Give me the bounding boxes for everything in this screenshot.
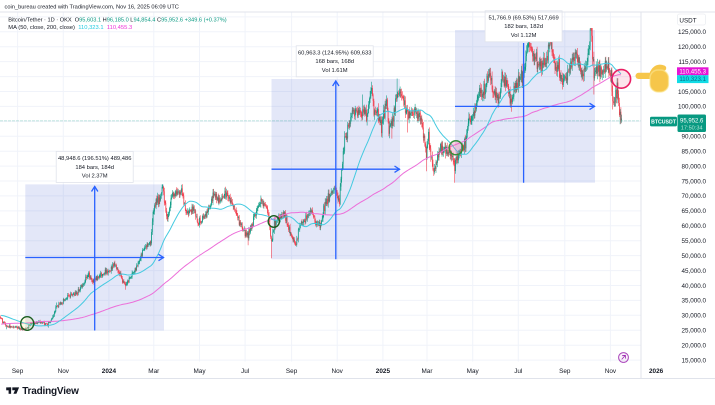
svg-text:coin_bureau created with Tradi: coin_bureau created with TradingView.com… (5, 4, 179, 10)
svg-text:50,000.0: 50,000.0 (681, 253, 706, 260)
svg-text:2025: 2025 (376, 368, 391, 375)
svg-text:Bitcoin/Tether · 1D · OKX O95: Bitcoin/Tether · 1D · OKX O95,603.1 H96,… (8, 18, 226, 24)
svg-text:20,000.0: 20,000.0 (681, 343, 706, 350)
svg-text:May: May (193, 368, 206, 375)
svg-text:Mar: Mar (148, 368, 160, 375)
svg-text:15,000.0: 15,000.0 (681, 357, 706, 364)
svg-text:May: May (467, 368, 480, 375)
svg-text:Vol 1.61M: Vol 1.61M (322, 68, 348, 74)
svg-text:Sep: Sep (559, 368, 571, 375)
svg-text:80,000.0: 80,000.0 (681, 163, 706, 170)
svg-text:2026: 2026 (649, 368, 664, 375)
svg-text:182 bars, 182d: 182 bars, 182d (504, 24, 543, 30)
svg-text:105,000.0: 105,000.0 (678, 89, 707, 96)
svg-text:TradingView: TradingView (22, 386, 79, 397)
svg-text:Jul: Jul (241, 368, 249, 375)
svg-text:Sep: Sep (286, 368, 298, 375)
svg-text:55,000.0: 55,000.0 (681, 238, 706, 245)
svg-text:45,000.0: 45,000.0 (681, 268, 706, 275)
svg-text:125,000.0: 125,000.0 (678, 29, 707, 36)
svg-text:USDT: USDT (679, 18, 696, 25)
svg-text:115,000.0: 115,000.0 (678, 59, 706, 66)
svg-text:110,323.1: 110,323.1 (679, 76, 706, 83)
svg-text:100,000.0: 100,000.0 (678, 104, 707, 111)
svg-text:51,766.9 (69.53%) 517,669: 51,766.9 (69.53%) 517,669 (488, 15, 558, 21)
svg-text:48,948.6 (196.51%) 489,486: 48,948.6 (196.51%) 489,486 (58, 156, 132, 162)
svg-text:95,952.6: 95,952.6 (680, 118, 704, 124)
svg-text:Nov: Nov (332, 368, 344, 375)
svg-text:120,000.0: 120,000.0 (678, 44, 707, 51)
svg-text:Vol 2.37M: Vol 2.37M (82, 174, 108, 180)
svg-text:Nov: Nov (605, 368, 617, 375)
svg-text:90,000.0: 90,000.0 (681, 134, 706, 141)
svg-text:85,000.0: 85,000.0 (681, 149, 706, 156)
svg-text:17:50:34: 17:50:34 (681, 126, 703, 132)
svg-text:2024: 2024 (102, 368, 117, 375)
svg-text:40,000.0: 40,000.0 (681, 283, 706, 290)
svg-text:60,000.0: 60,000.0 (681, 223, 706, 230)
svg-text:70,000.0: 70,000.0 (681, 193, 706, 200)
svg-text:65,000.0: 65,000.0 (681, 208, 706, 215)
svg-text:75,000.0: 75,000.0 (681, 178, 706, 185)
svg-text:25,000.0: 25,000.0 (681, 328, 706, 335)
svg-text:110,455.3: 110,455.3 (679, 68, 706, 75)
svg-text:BTCUSDT: BTCUSDT (651, 120, 677, 126)
svg-text:168 bars, 168d: 168 bars, 168d (315, 59, 354, 65)
svg-text:Vol 1.12M: Vol 1.12M (511, 33, 537, 39)
svg-text:184 bars, 184d: 184 bars, 184d (75, 165, 114, 171)
svg-text:MA (50, close, 200, close) 11: MA (50, close, 200, close) 110,323.1 110… (8, 25, 132, 31)
svg-text:Mar: Mar (421, 368, 433, 375)
svg-text:Nov: Nov (58, 368, 70, 375)
svg-text:60,963.3 (124.95%) 609,633: 60,963.3 (124.95%) 609,633 (298, 50, 372, 56)
svg-text:Sep: Sep (12, 368, 24, 375)
svg-text:Jul: Jul (514, 368, 522, 375)
svg-text:35,000.0: 35,000.0 (681, 298, 706, 305)
svg-text:30,000.0: 30,000.0 (681, 313, 706, 320)
